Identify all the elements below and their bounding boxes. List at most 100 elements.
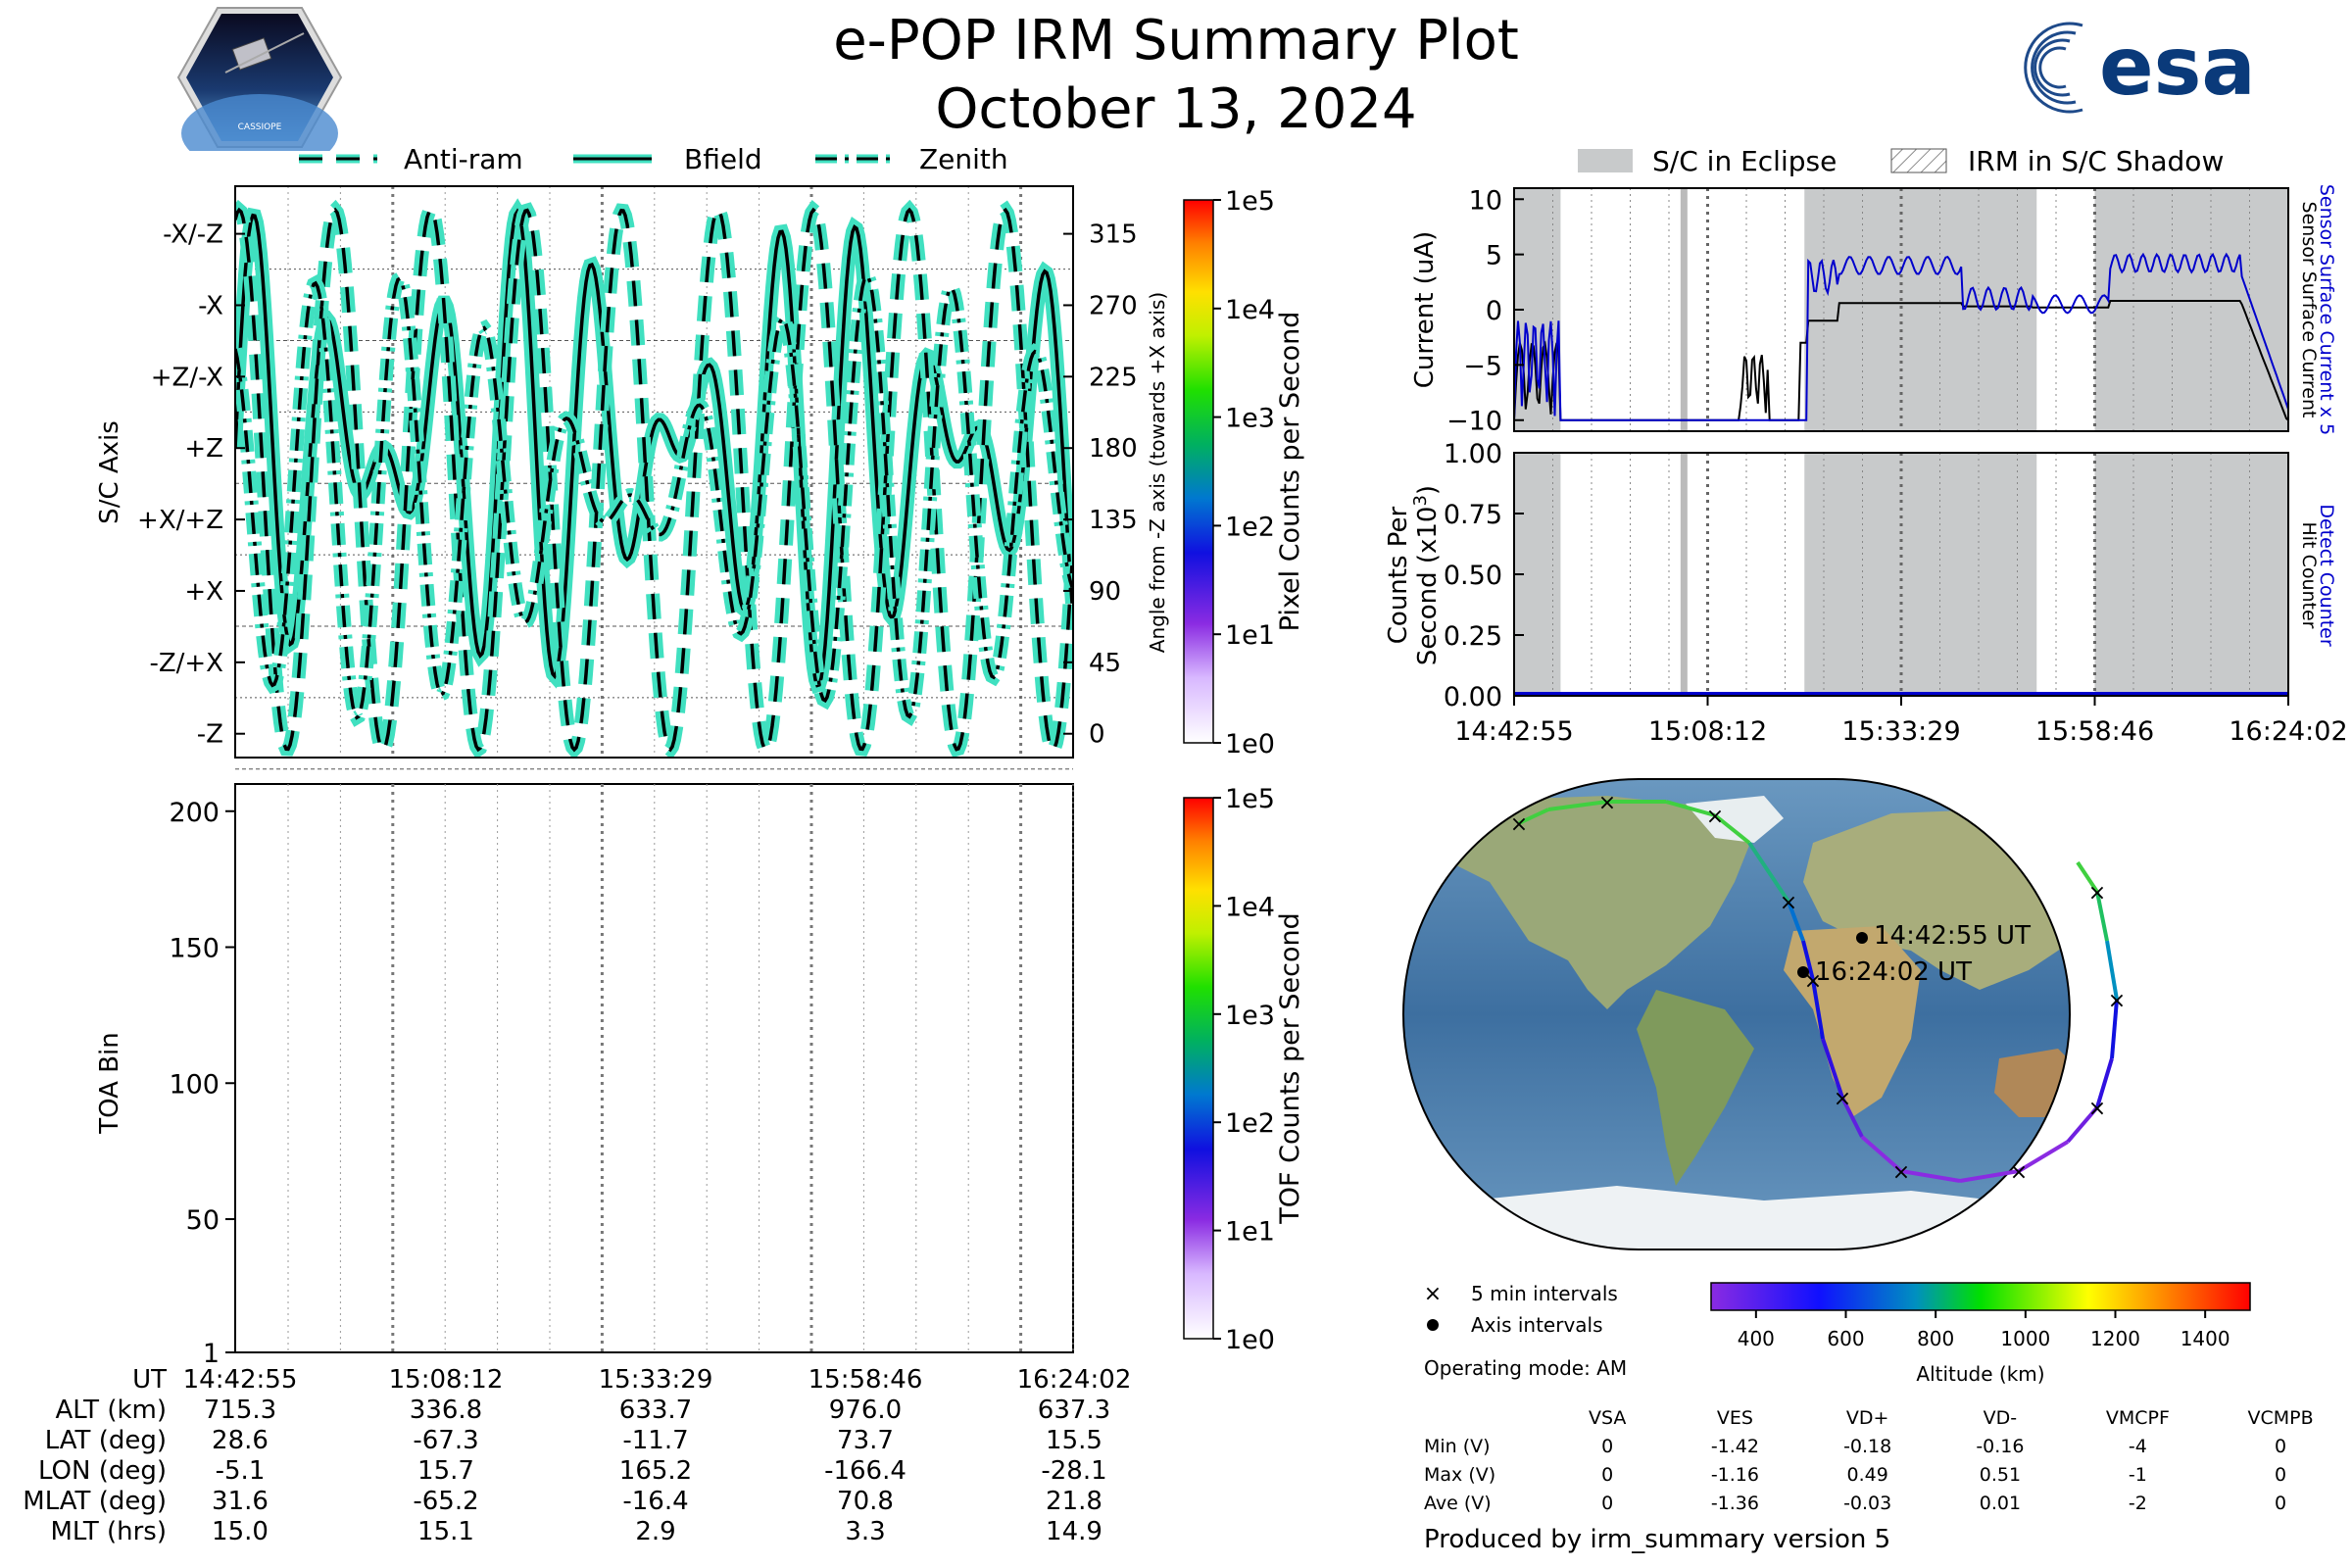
counts-ylabel-line2: Second (x103) — [1410, 485, 1443, 665]
map-legend: × 5 min intervals Axis intervals Operati… — [1424, 1282, 1627, 1380]
colorbar-tick-label: 1e3 — [1225, 1001, 1275, 1031]
ephemeris-value: -28.1 — [1041, 1456, 1107, 1486]
attitude-left-tick-label: +Z/-X — [151, 363, 223, 392]
legend-eclipse: S/C in Eclipse — [1652, 145, 1837, 177]
colorbar-tick-label: 1e5 — [1225, 784, 1275, 814]
end-time-annotation: 16:24:02 UT — [1815, 957, 1972, 987]
voltage-cell: -0.18 — [1843, 1435, 1892, 1457]
altitude-tick-label: 600 — [1827, 1327, 1864, 1350]
voltage-cell: 0 — [1601, 1463, 1614, 1486]
orbit-track-segment — [1811, 979, 1825, 1040]
orbit-five-min-marker: × — [1598, 791, 1616, 815]
attitude-right-tick-label: 270 — [1089, 291, 1138, 320]
voltage-cell: -0.16 — [1976, 1435, 2025, 1457]
sensor-current-x5-line — [1513, 252, 2289, 421]
voltage-cell: -1.36 — [1710, 1492, 1759, 1514]
attitude-left-tick-label: +X/+Z — [137, 506, 223, 535]
ephemeris-table: UT ALT (km) LAT (deg) LON (deg) MLAT (deg) ML… — [0, 1365, 1156, 1561]
voltage-cell: 0.51 — [1979, 1463, 2022, 1486]
voltage-cell: -0.03 — [1843, 1492, 1892, 1514]
orbit-five-min-marker: × — [1804, 969, 1822, 994]
orbit-track-segment — [2095, 891, 2109, 942]
legend-five-min: 5 min intervals — [1471, 1282, 1618, 1305]
voltage-header: VCMPB — [2247, 1406, 2314, 1429]
attitude-left-tick-label: -X/-Z — [163, 220, 223, 250]
orbit-track-segment — [1840, 1097, 1864, 1138]
page-title: e-POP IRM Summary Plot — [833, 9, 1519, 73]
attitude-right-tick-label: 0 — [1089, 720, 1105, 750]
orbit-track-segment — [2095, 1057, 2114, 1108]
eclipse-band — [2094, 453, 2288, 696]
attitude-left-tick-label: -X — [198, 291, 223, 320]
eclipse-band-narrow — [1680, 188, 1688, 431]
counts-xtick-label: 14:42:55 — [1454, 716, 1573, 747]
orbit-track-segment — [2105, 940, 2119, 1001]
colorbar-tick-label: 1e4 — [1225, 892, 1275, 922]
legend-shadow-swatch — [1890, 148, 1947, 173]
legend-anti-ram: Anti-ram — [404, 143, 523, 175]
orbit-track-segment — [1665, 800, 1716, 817]
orbit-five-min-marker: × — [1834, 1087, 1851, 1111]
ephemeris-value: 637.3 — [1037, 1396, 1111, 1425]
orbit-track-segment — [1900, 1169, 1961, 1183]
attitude-left-tick-label: -Z/+X — [149, 649, 223, 678]
colorbar-tick-label: 1e0 — [1225, 1325, 1275, 1355]
ephemeris-value: -67.3 — [413, 1426, 479, 1455]
cassiope-logo: CASSIOPE — [176, 7, 343, 151]
eclipse-band-narrow — [1680, 453, 1688, 696]
ephemeris-row-label: LON (deg) — [37, 1456, 167, 1486]
page-date: October 13, 2024 — [935, 77, 1417, 141]
ephemeris-row-label: LAT (deg) — [44, 1426, 167, 1455]
counts-xtick-label: 15:33:29 — [1841, 716, 1960, 747]
voltage-table: VSA VES VD+ VD- VMCPF VCMPB Min (V) 0 -1.42 -0.18… — [1424, 1403, 2352, 1517]
counts-right-label-blue: Detect Counter — [2316, 504, 2337, 647]
orbit-five-min-marker: × — [1706, 805, 1724, 829]
ephemeris-value: 15.7 — [417, 1456, 474, 1486]
toa-tick-label: 150 — [169, 934, 220, 964]
orbit-track-segment — [1747, 841, 1790, 904]
legend-eclipse-swatch — [1578, 149, 1633, 172]
attitude-right-tick-label: 135 — [1089, 506, 1138, 535]
ephemeris-value: 633.7 — [618, 1396, 693, 1425]
voltage-header — [1424, 1403, 1546, 1432]
current-right-label-black: Sensor Surface Current — [2298, 202, 2320, 418]
orbit-five-min-marker: × — [1510, 812, 1528, 837]
counts-right-label-black: Hit Counter — [2298, 522, 2320, 629]
toa-tick-label: 50 — [186, 1205, 220, 1236]
colorbar-tick-label: 1e0 — [1225, 729, 1275, 760]
altitude-colorbar — [1710, 1282, 2251, 1311]
counts-tick-label: 0.00 — [1444, 682, 1502, 712]
eclipse-band — [1804, 453, 2037, 696]
voltage-cell: 0 — [2275, 1435, 2287, 1457]
attitude-left-tick-label: +X — [184, 577, 223, 607]
current-tick-label: 0 — [1486, 296, 1502, 326]
voltage-cell: 0.01 — [1979, 1492, 2022, 1514]
orbit-end-marker — [1797, 966, 1809, 978]
counts-xtick-label: 15:58:46 — [2035, 716, 2154, 747]
ephemeris-row-label: ALT (km) — [55, 1396, 167, 1425]
voltage-cell: 0 — [1601, 1435, 1614, 1457]
attitude-right-tick-label: 315 — [1089, 220, 1138, 250]
orbit-five-min-marker: × — [1892, 1160, 1910, 1185]
ephemeris-value: 3.3 — [845, 1517, 886, 1546]
zenith-trace — [235, 273, 1073, 720]
pixel-colorbar — [1183, 199, 1214, 744]
orbit-track-segment — [1801, 940, 1815, 981]
voltage-cell: -1 — [2128, 1463, 2147, 1486]
ephemeris-row-label: UT — [132, 1365, 167, 1395]
legend-zenith: Zenith — [919, 143, 1008, 175]
orbit-five-min-marker: × — [2108, 989, 2126, 1013]
counts-tick-label: 0.75 — [1444, 500, 1502, 530]
counts-ylabel-line1: Counts Per — [1384, 506, 1413, 644]
colorbar-tick-label: 1e1 — [1225, 620, 1275, 651]
voltage-cell: 0.49 — [1846, 1463, 1888, 1486]
tof-colorbar — [1183, 797, 1214, 1340]
ephemeris-value: 31.6 — [212, 1487, 269, 1516]
voltage-cell: 0 — [2275, 1463, 2287, 1486]
colorbar-tick-label: 1e2 — [1225, 512, 1275, 542]
ephemeris-value: 16:24:02 — [1016, 1365, 1132, 1395]
toa-tick-label: 100 — [169, 1069, 220, 1100]
colorbar-tick-label: 1e1 — [1225, 1217, 1275, 1248]
orbit-track-segment — [1547, 800, 1608, 811]
